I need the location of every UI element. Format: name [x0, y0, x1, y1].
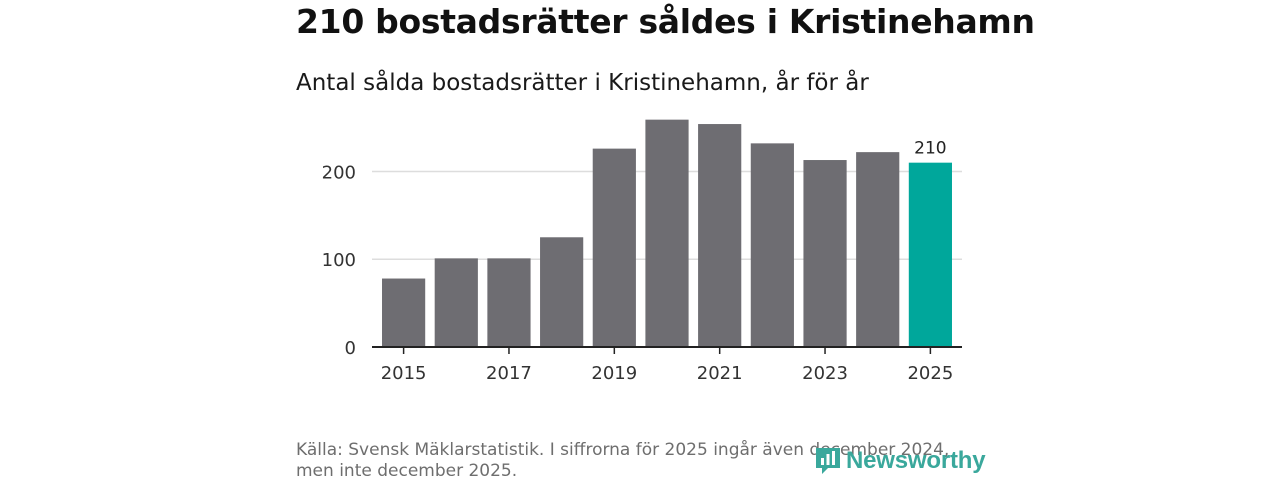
data-label-2025: 210 [914, 139, 946, 159]
x-tick-label-2025: 2025 [907, 363, 953, 384]
x-tick-label-2015: 2015 [381, 363, 427, 384]
bar-2024 [856, 152, 900, 347]
newsworthy-logo-icon [816, 448, 840, 474]
bar-2018 [540, 237, 584, 347]
x-tick-label-2019: 2019 [591, 363, 637, 384]
source-note: Källa: Svensk Mäklarstatistik. I siffror… [296, 440, 950, 481]
y-tick-label-200: 200 [322, 162, 356, 183]
bar-2025 [908, 162, 952, 347]
chart-title: 210 bostadsrätter såldes i Kristinehamn [296, 2, 1035, 41]
bar-2021 [698, 124, 742, 348]
chart-subtitle: Antal sålda bostadsrätter i Kristinehamn… [296, 70, 869, 96]
y-tick-label-0: 0 [345, 338, 356, 359]
bar-2019 [592, 148, 636, 347]
x-tick-label-2021: 2021 [697, 363, 743, 384]
newsworthy-logo[interactable]: Newsworthy [814, 446, 986, 476]
bar-2016 [434, 258, 478, 347]
bar-2023 [803, 160, 847, 347]
newsworthy-logo-text: Newsworthy [846, 447, 986, 474]
x-tick-label-2017: 2017 [486, 363, 532, 384]
bar-2017 [487, 258, 531, 347]
bar-2015 [382, 278, 426, 347]
x-tick-label-2023: 2023 [802, 363, 848, 384]
bar-2020 [645, 119, 689, 348]
y-tick-label-100: 100 [322, 250, 356, 271]
bar-2022 [750, 143, 794, 347]
